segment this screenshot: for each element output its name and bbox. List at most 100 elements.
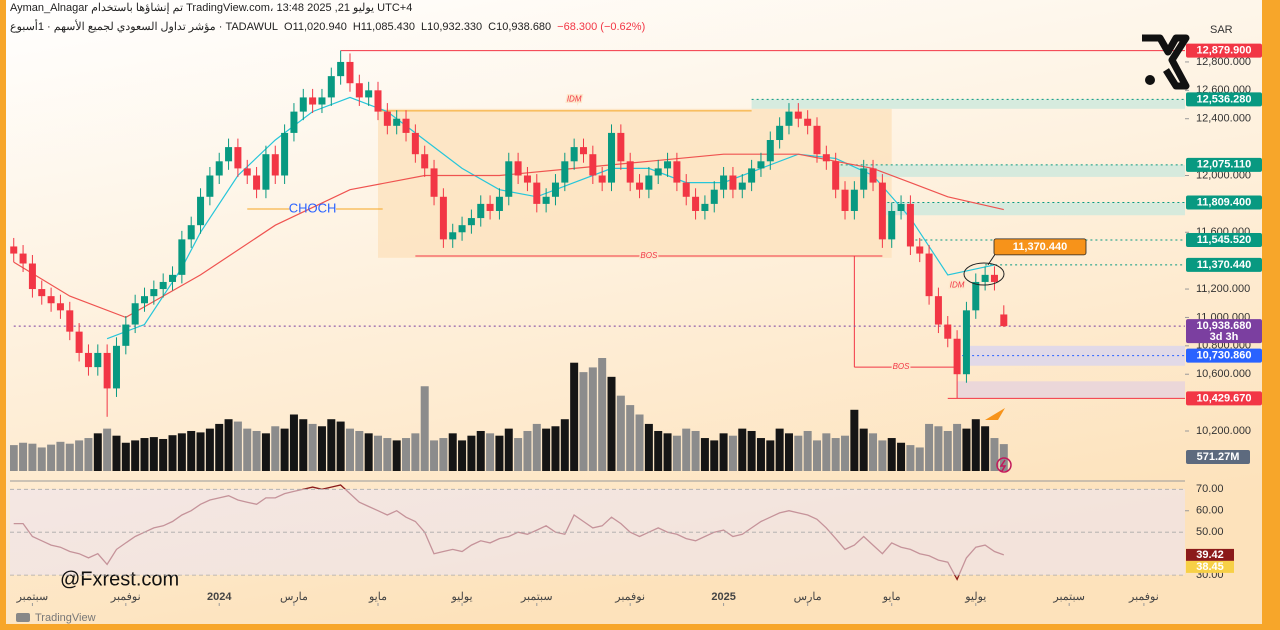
volume-bar bbox=[252, 430, 261, 471]
callout-label: 11,370.440 bbox=[1013, 241, 1067, 253]
volume-bar bbox=[215, 423, 224, 471]
volume-bar bbox=[943, 430, 952, 471]
volume-bar bbox=[327, 419, 336, 471]
rsi-tag-label: 39.42 bbox=[1196, 549, 1224, 561]
volume-bar bbox=[383, 438, 392, 471]
volume-bar bbox=[691, 430, 700, 471]
volume-bar bbox=[159, 438, 168, 471]
volume-bar bbox=[588, 367, 597, 471]
header-line: مؤشر تداول السعودي لجميع الأسهم · 1أسبوع… bbox=[10, 19, 645, 33]
candle-body bbox=[617, 132, 625, 162]
volume-bar bbox=[56, 441, 65, 471]
volume-bar bbox=[906, 445, 915, 471]
header-symbol: مؤشر تداول السعودي لجميع الأسهم · 1أسبوع… bbox=[10, 19, 278, 33]
price-tag bbox=[1186, 233, 1262, 248]
candle-body bbox=[84, 352, 92, 368]
annotation: BOS bbox=[640, 251, 658, 260]
volume-tag-label: 571.27M bbox=[1197, 451, 1240, 463]
candle-body bbox=[934, 296, 942, 325]
volume-bar bbox=[869, 433, 878, 471]
candle-body bbox=[346, 61, 354, 84]
brand-logo bbox=[1142, 34, 1190, 90]
candle-body bbox=[383, 111, 391, 126]
volume-bar bbox=[514, 438, 523, 471]
volume-bar bbox=[728, 435, 737, 471]
volume-bar bbox=[345, 428, 354, 471]
candle-body bbox=[197, 196, 205, 226]
volume-bar bbox=[971, 419, 980, 471]
x-tick-label: مارس bbox=[794, 591, 822, 603]
candle-body bbox=[916, 246, 924, 254]
x-tick-label: نوفمبر bbox=[1128, 591, 1159, 603]
candle-body bbox=[944, 324, 952, 339]
volume-bar bbox=[430, 440, 439, 471]
price-tag bbox=[1186, 43, 1262, 58]
price-tag bbox=[1186, 92, 1262, 107]
candle-body bbox=[253, 175, 261, 190]
volume-bar bbox=[75, 440, 84, 471]
currency: SAR bbox=[1210, 24, 1233, 36]
volume-bar bbox=[850, 409, 859, 471]
candle-body bbox=[589, 154, 597, 176]
candle-body bbox=[281, 132, 289, 176]
price-tag-label: 11,370.440 bbox=[1197, 259, 1251, 271]
price-tag-label: 10,938.680 bbox=[1196, 320, 1251, 332]
candle-body bbox=[925, 253, 933, 297]
candle-body bbox=[869, 168, 877, 183]
candle-body bbox=[374, 90, 382, 112]
rsi-tick-label: 50.00 bbox=[1196, 526, 1224, 538]
volume-bar bbox=[598, 358, 607, 471]
callout-box bbox=[993, 238, 1087, 256]
volume-bar bbox=[65, 443, 74, 471]
candle-body bbox=[682, 182, 690, 197]
volume-bar bbox=[859, 428, 868, 471]
candle-body bbox=[47, 296, 55, 304]
volume-bar bbox=[925, 423, 934, 471]
price-tag-label: 10,730.860 bbox=[1196, 350, 1251, 362]
candle-body bbox=[28, 263, 36, 290]
volume-bar bbox=[458, 440, 467, 471]
x-tick-label: سبتمبر bbox=[520, 591, 553, 603]
volume-bar bbox=[822, 433, 831, 471]
annotation: IDM bbox=[567, 94, 582, 103]
candle-body bbox=[365, 90, 373, 98]
candle-body bbox=[673, 161, 681, 183]
x-tick-label: مايو bbox=[368, 591, 387, 603]
candle-body bbox=[234, 147, 242, 169]
y-tick-label: 12,000.000 bbox=[1196, 169, 1251, 181]
rsi-ma-tag bbox=[1186, 560, 1234, 573]
x-tick-label: 2024 bbox=[207, 591, 232, 603]
arrow-icon bbox=[985, 408, 1005, 420]
frame-left bbox=[0, 0, 6, 630]
alert-icon bbox=[996, 457, 1012, 473]
candle-body bbox=[477, 203, 485, 219]
header-ohlc: C10,938.680 bbox=[488, 21, 551, 33]
candle-body bbox=[766, 140, 774, 162]
volume-bar bbox=[308, 423, 317, 471]
price-tag-label: 12,536.280 bbox=[1196, 93, 1251, 105]
volume-bar bbox=[784, 433, 793, 471]
candle-body bbox=[505, 161, 513, 197]
candle-body bbox=[393, 118, 401, 126]
header-ohlc: O11,020.940 bbox=[284, 21, 347, 33]
candle-body bbox=[636, 182, 644, 190]
price-tag bbox=[1186, 391, 1262, 406]
volume-bar bbox=[289, 414, 298, 471]
candle-body bbox=[19, 253, 27, 264]
volume-bar bbox=[775, 428, 784, 471]
candle-body bbox=[860, 168, 868, 190]
candle-body bbox=[169, 274, 177, 282]
volume-bar bbox=[560, 419, 569, 471]
y-tick-label: 12,800.000 bbox=[1196, 56, 1251, 68]
volume-bar bbox=[710, 440, 719, 471]
price-tag bbox=[1186, 157, 1262, 172]
candle-body bbox=[776, 125, 784, 141]
volume-bar bbox=[551, 426, 560, 471]
candle-body bbox=[514, 161, 522, 176]
volume-bar bbox=[682, 428, 691, 471]
x-tick-label: نوفمبر bbox=[614, 591, 645, 603]
candle-body bbox=[150, 289, 158, 297]
x-tick-label: نوفمبر bbox=[110, 591, 141, 603]
volume-bar bbox=[243, 428, 252, 471]
volume-bar bbox=[280, 428, 289, 471]
